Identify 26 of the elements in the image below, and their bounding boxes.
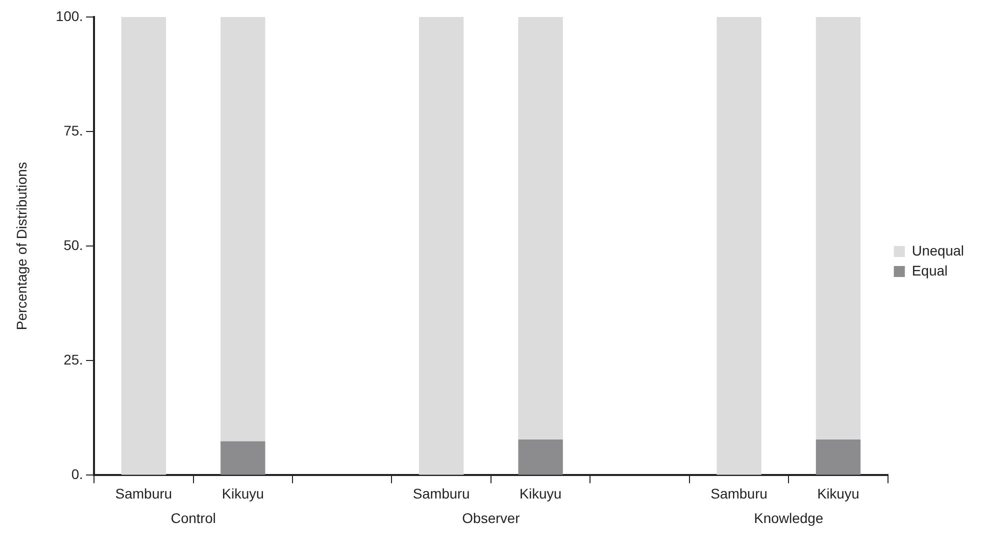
bar	[816, 17, 861, 440]
y-tick-label: 50.	[64, 236, 84, 253]
text: Observer	[462, 510, 520, 526]
bar	[518, 17, 563, 440]
bar	[220, 441, 266, 475]
x-tick-label: Samburu	[412, 485, 470, 502]
x-tick-label: Kikuyu	[520, 485, 562, 502]
y-tick-label: 0.	[71, 466, 84, 482]
x-tick-label: Kikuyu	[222, 485, 264, 502]
y-tick-label: 100.	[56, 8, 84, 24]
legend-label: Unequal	[912, 242, 964, 258]
bar	[816, 439, 861, 475]
bar	[121, 17, 166, 475]
text: Control	[170, 510, 216, 526]
bar	[518, 439, 563, 475]
legend-label: Equal	[912, 262, 948, 278]
bar	[716, 17, 762, 475]
y-axis-title: Percentage of Distributions	[13, 162, 30, 330]
bar	[419, 17, 464, 475]
text: Knowledge	[754, 510, 824, 526]
x-tick-label: Kikuyu	[817, 485, 860, 502]
bar	[220, 17, 266, 442]
x-tick-label: Samburu	[115, 485, 172, 502]
x-tick-label: Samburu	[710, 485, 768, 502]
y-tick-label: 25.	[64, 352, 84, 368]
y-tick-label: 75.	[64, 122, 84, 138]
